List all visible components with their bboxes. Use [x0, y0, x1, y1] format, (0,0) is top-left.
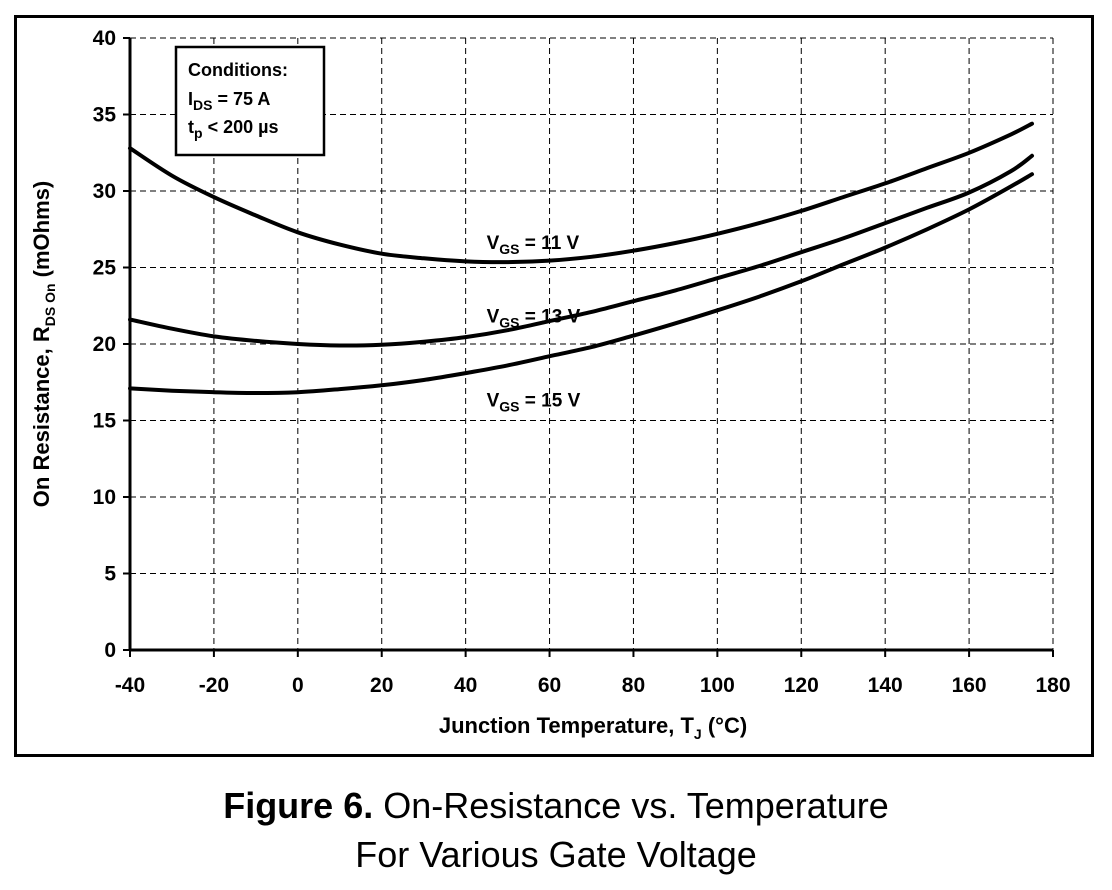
conditions-box: Conditions: IDS = 75 A tp < 200 µs	[174, 45, 326, 157]
conditions-title: Conditions:	[188, 60, 288, 80]
x-tick-label: -20	[199, 674, 229, 697]
x-tick-label: 140	[868, 674, 903, 697]
y-axis-label: On Resistance, RDS On (mOhms)	[29, 181, 58, 507]
y-tick-label: 40	[93, 27, 116, 50]
figure-title: On-Resistance vs. Temperature	[373, 785, 889, 826]
x-tick-label: 100	[700, 674, 735, 697]
x-axis-label: Junction Temperature, TJ (°C)	[439, 713, 747, 742]
x-tick-label: 180	[1035, 674, 1070, 697]
curve-vgs-13v	[128, 153, 1034, 348]
figure-caption-line2: For Various Gate Voltage	[355, 834, 757, 875]
figure-caption-line1: Figure 6. On-Resistance vs. Temperature	[0, 784, 1112, 828]
y-tick-label: 25	[93, 257, 117, 280]
x-tick-label: -40	[115, 674, 145, 697]
figure-number: Figure 6.	[223, 785, 374, 826]
x-tick-label: 40	[454, 674, 477, 697]
x-tick-label: 120	[784, 674, 819, 697]
series-label: VGS = 11 V	[487, 233, 580, 257]
tick-labels: -40 -20 0 20 40 60 80 100 120 140 160 180 0 5 10 15 20 25…	[93, 27, 1071, 697]
axes	[123, 37, 1054, 657]
y-tick-label: 20	[93, 333, 116, 356]
chart-frame	[14, 15, 1094, 757]
conditions-pulse: tp < 200 µs	[188, 117, 279, 141]
x-tick-label: 160	[952, 674, 987, 697]
series-label: VGS = 15 V	[487, 391, 581, 415]
conditions-current: IDS = 75 A	[188, 89, 270, 113]
series-label: VGS = 13 V	[487, 307, 581, 331]
x-tick-label: 60	[538, 674, 561, 697]
y-tick-label: 35	[93, 104, 117, 127]
curve-vgs-15v	[128, 172, 1034, 396]
series-curves	[128, 121, 1034, 396]
chart-plot: -40 -20 0 20 40 60 80 100 120 140 160 180 0 5 10 15 20 25…	[29, 27, 1071, 742]
y-tick-label: 0	[104, 639, 116, 662]
series-labels: VGS = 11 V VGS = 13 V VGS = 15 V	[487, 233, 581, 415]
y-tick-label: 15	[93, 410, 117, 433]
y-tick-label: 10	[93, 486, 116, 509]
curve-vgs-11v	[128, 121, 1034, 265]
x-tick-label: 80	[622, 674, 645, 697]
x-tick-label: 20	[370, 674, 393, 697]
y-tick-label: 30	[93, 180, 116, 203]
x-tick-label: 0	[292, 674, 304, 697]
y-tick-label: 5	[104, 563, 116, 586]
